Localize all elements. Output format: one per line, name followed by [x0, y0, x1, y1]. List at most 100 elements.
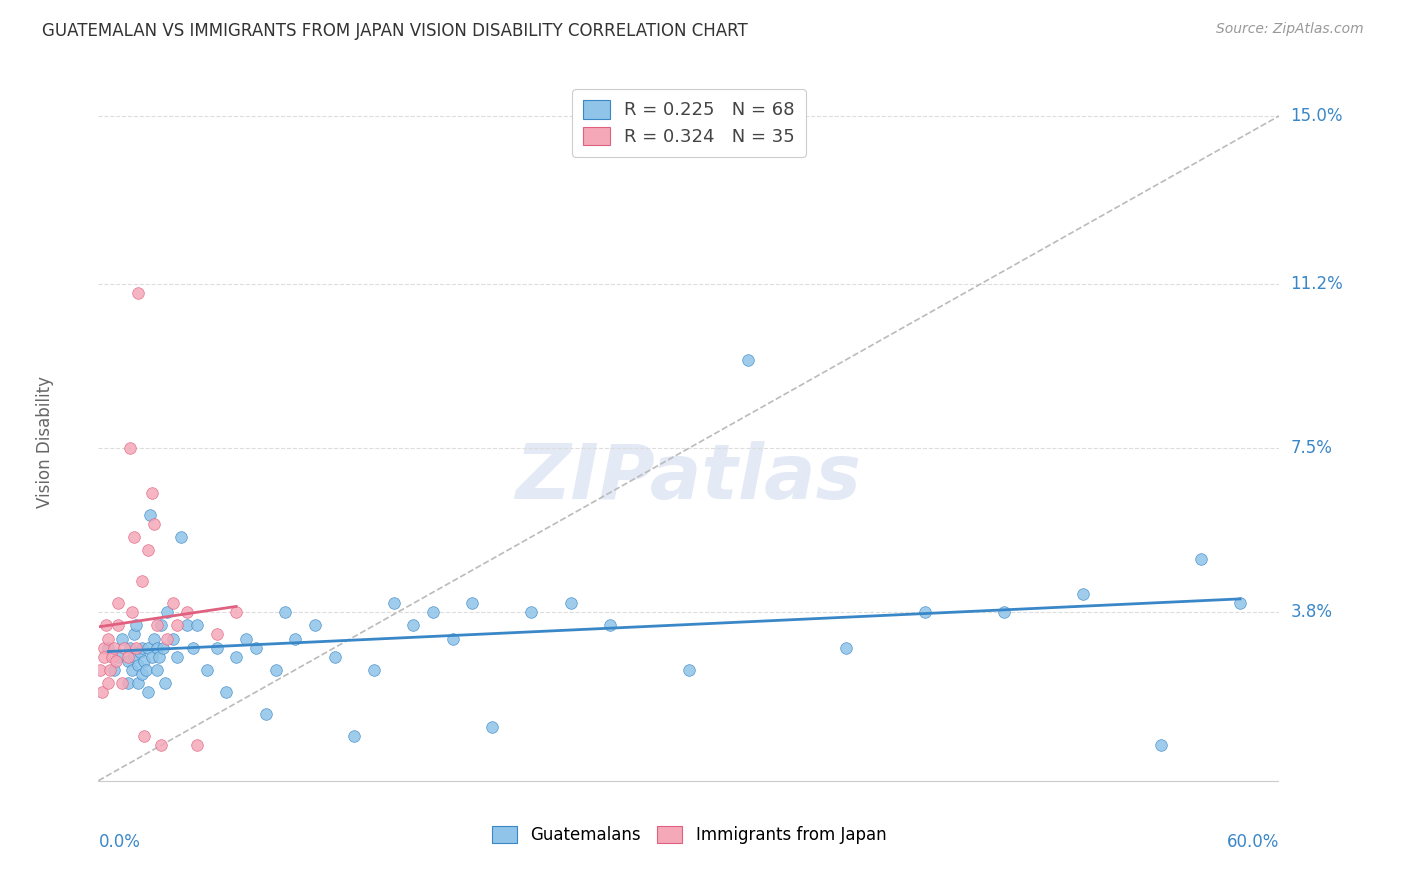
Point [156, 632, 179, 646]
Point [152, 640, 174, 655]
Text: Vision Disability: Vision Disability [37, 376, 55, 508]
Point [142, 516, 165, 531]
Point [97, 632, 120, 646]
Point [117, 654, 139, 668]
Point [103, 663, 125, 677]
Point [195, 663, 218, 677]
Point [132, 654, 155, 668]
Point [914, 605, 936, 619]
Point [993, 605, 1015, 619]
Point [117, 649, 139, 664]
Point [225, 649, 247, 664]
Point [1150, 738, 1173, 752]
Point [142, 632, 165, 646]
Point [254, 707, 277, 722]
Text: 11.2%: 11.2% [1291, 275, 1343, 293]
Point [146, 663, 169, 677]
Point [264, 663, 287, 677]
Point [107, 649, 129, 664]
Point [127, 658, 149, 673]
Point [176, 605, 198, 619]
Point [121, 663, 143, 677]
Point [323, 649, 346, 664]
Point [520, 605, 543, 619]
Point [402, 618, 425, 632]
Point [146, 640, 169, 655]
Point [461, 596, 484, 610]
Point [125, 618, 148, 632]
Point [138, 508, 160, 522]
Point [141, 649, 163, 664]
Point [89, 663, 111, 677]
Point [91, 685, 114, 699]
Point [560, 596, 582, 610]
Point [186, 618, 208, 632]
Point [166, 649, 188, 664]
Legend: Guatemalans, Immigrants from Japan: Guatemalans, Immigrants from Japan [484, 817, 894, 852]
Point [103, 640, 125, 655]
Point [93, 649, 115, 664]
Text: ZIPatlas: ZIPatlas [516, 441, 862, 515]
Point [121, 605, 143, 619]
Point [136, 640, 159, 655]
Point [235, 632, 257, 646]
Point [481, 721, 503, 735]
Point [176, 618, 198, 632]
Text: 7.5%: 7.5% [1291, 439, 1333, 458]
Point [111, 676, 134, 690]
Point [97, 676, 120, 690]
Point [93, 640, 115, 655]
Point [363, 663, 385, 677]
Point [96, 618, 118, 632]
Point [441, 632, 464, 646]
Point [107, 596, 129, 610]
Point [97, 640, 120, 655]
Point [835, 640, 858, 655]
Text: 0.0%: 0.0% [98, 833, 141, 851]
Point [118, 441, 141, 455]
Point [162, 632, 184, 646]
Point [343, 729, 366, 743]
Point [101, 649, 124, 664]
Point [150, 738, 173, 752]
Point [150, 618, 173, 632]
Point [422, 605, 444, 619]
Point [122, 627, 145, 641]
Point [146, 618, 169, 632]
Point [131, 667, 153, 681]
Point [181, 640, 204, 655]
Point [132, 729, 155, 743]
Point [678, 663, 700, 677]
Point [148, 649, 170, 664]
Point [136, 543, 159, 558]
Point [135, 663, 157, 677]
Point [112, 640, 135, 655]
Point [136, 685, 159, 699]
Point [304, 618, 326, 632]
Point [166, 618, 188, 632]
Point [186, 738, 208, 752]
Point [107, 618, 129, 632]
Point [205, 627, 228, 641]
Point [274, 605, 297, 619]
Point [284, 632, 307, 646]
Text: 3.8%: 3.8% [1291, 603, 1333, 621]
Point [205, 640, 228, 655]
Point [127, 676, 149, 690]
Point [1189, 552, 1212, 566]
Point [141, 485, 163, 500]
Point [382, 596, 405, 610]
Point [125, 640, 148, 655]
Point [599, 618, 621, 632]
Point [105, 654, 128, 668]
Text: 15.0%: 15.0% [1291, 107, 1343, 125]
Point [737, 352, 759, 367]
Point [245, 640, 267, 655]
Point [127, 286, 149, 301]
Point [118, 640, 141, 655]
Text: 60.0%: 60.0% [1227, 833, 1279, 851]
Point [1229, 596, 1251, 610]
Point [225, 605, 247, 619]
Point [98, 663, 121, 677]
Point [155, 676, 177, 690]
